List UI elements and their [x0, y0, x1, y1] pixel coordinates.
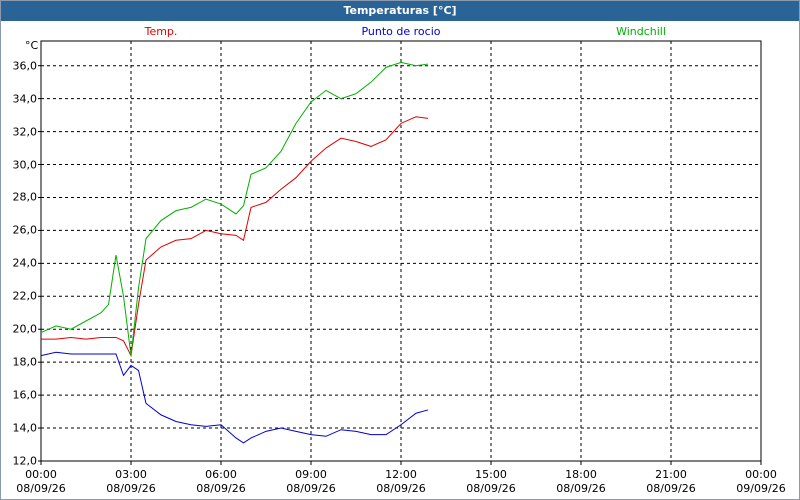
y-tick-label: 14,0 — [12, 421, 38, 435]
x-tick-label: 00:00 09/09/26 — [736, 468, 786, 495]
y-tick-label: 16,0 — [12, 388, 38, 402]
x-tick-label: 09:00 08/09/26 — [286, 468, 336, 495]
y-tick-label: 12,0 — [12, 454, 38, 468]
y-tick-label: 22,0 — [12, 289, 38, 303]
y-tick-label: 36,0 — [12, 59, 38, 73]
y-tick-label: 26,0 — [12, 223, 38, 237]
legend-entry: Temp. — [144, 25, 178, 38]
data-line — [40, 61, 429, 356]
x-tick-label: 00:00 08/09/26 — [16, 468, 66, 495]
legend: Temp. Punto de rocio Windchill — [41, 25, 761, 38]
x-tick-label: 12:00 08/09/26 — [376, 468, 426, 495]
y-tick-label: 30,0 — [12, 158, 38, 172]
y-tick-label: 20,0 — [12, 322, 38, 336]
x-tick-label: 03:00 08/09/26 — [106, 468, 156, 495]
legend-entry: Punto de rocio — [361, 25, 441, 38]
data-line — [40, 351, 429, 444]
legend-entry: Windchill — [616, 25, 666, 38]
y-unit: °C — [25, 39, 39, 52]
y-tick-label: 18,0 — [12, 355, 38, 369]
chart-title: Temperaturas [°C] — [1, 1, 799, 21]
y-tick-label: 34,0 — [12, 92, 38, 106]
y-tick-label: 32,0 — [12, 125, 38, 139]
x-tick-label: 06:00 08/09/26 — [196, 468, 246, 495]
x-tick-label: 18:00 08/09/26 — [556, 468, 606, 495]
x-tick-label: 21:00 08/09/26 — [646, 468, 696, 495]
x-tick-label: 15:00 08/09/26 — [466, 468, 516, 495]
y-tick-label: 28,0 — [12, 190, 38, 204]
y-tick-label: 24,0 — [12, 256, 38, 270]
data-line — [41, 116, 429, 358]
